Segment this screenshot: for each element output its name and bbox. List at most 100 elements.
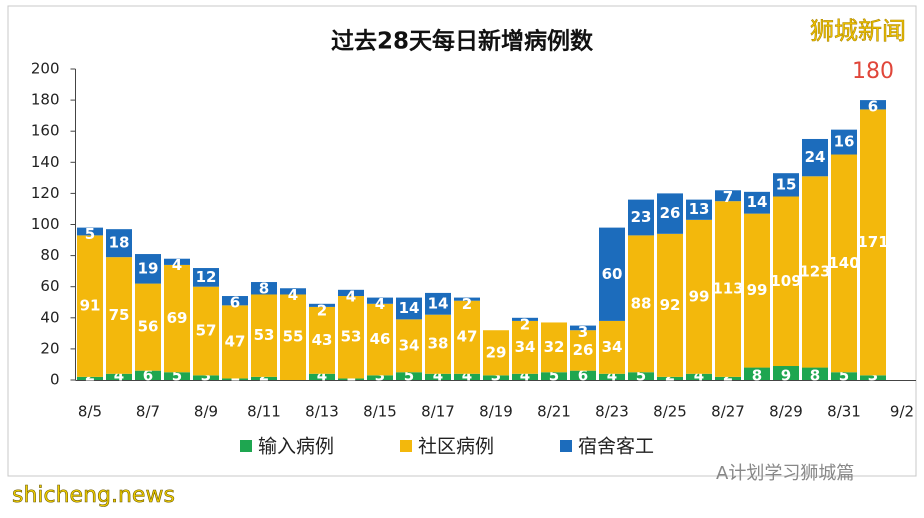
data-label: 38 [428, 335, 449, 353]
bar-segment [164, 264, 190, 373]
x-tick-label: 8/17 [421, 403, 455, 421]
y-tick-label: 140 [31, 153, 60, 171]
data-label: 8 [810, 367, 820, 385]
bar-segment [686, 199, 712, 220]
data-label: 4 [346, 287, 356, 305]
bar-segment [715, 376, 741, 380]
data-label: 4 [317, 367, 327, 385]
data-label: 4 [375, 295, 385, 313]
data-label: 113 [712, 280, 743, 298]
bar-segment [512, 317, 538, 321]
data-label: 2 [317, 301, 327, 319]
bar-segment [164, 372, 190, 380]
bar-segment [715, 201, 741, 377]
bar-segment [860, 375, 886, 380]
data-label: 6 [230, 294, 240, 312]
bar-segment [222, 296, 248, 306]
bar-segment [483, 330, 509, 376]
data-label: 13 [689, 200, 710, 218]
data-label: 3 [578, 323, 588, 341]
y-tick-label: 100 [31, 215, 60, 233]
watermark: shicheng.news [12, 483, 175, 508]
data-label: 4 [172, 256, 182, 274]
bar-segment [106, 229, 132, 258]
bar-segment [570, 370, 596, 380]
legend-swatch [560, 440, 572, 452]
data-label: 5 [172, 367, 182, 385]
bar-segment [222, 305, 248, 379]
x-tick-label: 8/29 [769, 403, 803, 421]
bar-segment [628, 235, 654, 373]
data-label: 109 [770, 272, 801, 290]
data-label: 47 [225, 332, 246, 350]
data-label: 4 [433, 367, 443, 385]
data-label: 19 [138, 259, 159, 277]
bar-segment [512, 373, 538, 380]
y-tick-label: 200 [31, 60, 60, 78]
bar-segment [338, 296, 364, 379]
bar-segment [396, 319, 422, 373]
bar-segment [628, 199, 654, 236]
bar-segment [541, 372, 567, 380]
data-label: 3 [868, 367, 878, 385]
data-label: 5 [549, 367, 559, 385]
data-label: 16 [834, 133, 855, 151]
bar-segment [599, 373, 625, 380]
data-label: 23 [631, 208, 652, 226]
data-label: 6 [868, 98, 878, 116]
bar-segment [628, 372, 654, 380]
bar-segment [831, 129, 857, 155]
bar-segment [686, 373, 712, 380]
bar-segment [860, 100, 886, 110]
bar-segment [338, 378, 364, 380]
bar-segment [744, 213, 770, 368]
data-label: 75 [109, 306, 130, 324]
data-label: 14 [747, 193, 768, 211]
data-label: 55 [283, 328, 304, 346]
bar-segment [309, 306, 335, 374]
x-tick-label: 8/7 [136, 403, 160, 421]
data-label: 4 [694, 367, 704, 385]
data-label: 123 [799, 262, 830, 280]
x-tick-label: 8/31 [827, 403, 861, 421]
data-label: 24 [805, 148, 826, 166]
x-tick-label: 8/19 [479, 403, 513, 421]
x-tick-label: 8/27 [711, 403, 745, 421]
data-label: 26 [573, 341, 594, 359]
data-label: 2 [520, 315, 530, 333]
bar-segment [193, 268, 219, 287]
bar-segment [135, 254, 161, 284]
data-label: 4 [288, 286, 298, 304]
data-label: 91 [80, 297, 101, 315]
bar-segment [744, 191, 770, 214]
data-label: 5 [839, 367, 849, 385]
data-label: 53 [341, 328, 362, 346]
data-label: 57 [196, 322, 217, 340]
bar-segment [454, 300, 480, 374]
data-label: 99 [689, 287, 710, 305]
y-tick-label: 80 [40, 246, 59, 264]
bar-segment [396, 372, 422, 380]
bar-segment [570, 330, 596, 371]
data-label: 69 [167, 309, 188, 327]
legend-label: 宿舍客工 [578, 436, 654, 458]
bar-segment [251, 376, 277, 380]
data-label: 18 [109, 234, 130, 252]
x-tick-label: 8/25 [653, 403, 687, 421]
bar-segment [251, 294, 277, 377]
data-label: 5 [404, 367, 414, 385]
x-tick-label: 8/9 [194, 403, 218, 421]
y-tick-label: 40 [40, 308, 59, 326]
x-tick-label: 8/11 [247, 403, 281, 421]
data-label: 34 [602, 338, 623, 356]
bar-segment [599, 320, 625, 374]
bar-segment [773, 366, 799, 380]
data-label: 29 [486, 343, 507, 361]
bar-segment [802, 138, 828, 177]
bar-segment [309, 303, 335, 307]
y-tick-label: 180 [31, 91, 60, 109]
y-tick-label: 160 [31, 122, 60, 140]
bar-segment [106, 257, 132, 374]
data-label: 26 [660, 204, 681, 222]
data-label: 3 [491, 367, 501, 385]
